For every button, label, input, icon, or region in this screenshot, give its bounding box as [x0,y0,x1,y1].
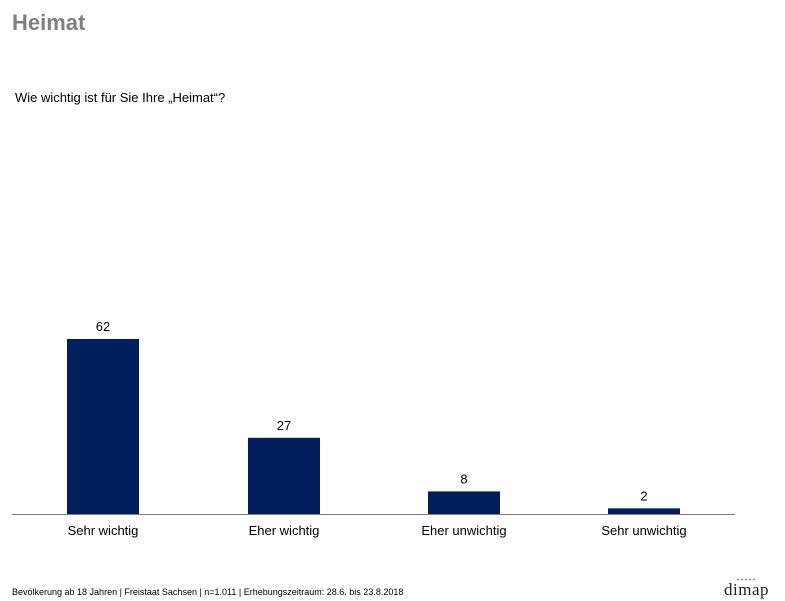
value-label-4: 2 [640,488,647,503]
bar-2 [248,437,320,514]
value-label-2: 27 [277,418,291,433]
value-label-3: 8 [460,471,467,486]
category-label-3: Eher unwichtig [421,523,506,538]
bar-1 [67,339,139,514]
bar-4 [608,508,680,514]
dimap-logo: dimap [724,580,769,599]
bar-3 [428,491,500,514]
page-title: Heimat [12,10,86,35]
category-label-4: Sehr unwichtig [601,523,686,538]
value-label-1: 62 [96,319,110,334]
category-label-1: Sehr wichtig [68,523,139,538]
category-label-2: Eher wichtig [249,523,320,538]
survey-question: Wie wichtig ist für Sie Ihre „Heimat“? [15,90,226,105]
logo-dots [736,578,756,581]
footer-note: Bevölkerung ab 18 Jahren | Freistaat Sac… [12,587,404,597]
